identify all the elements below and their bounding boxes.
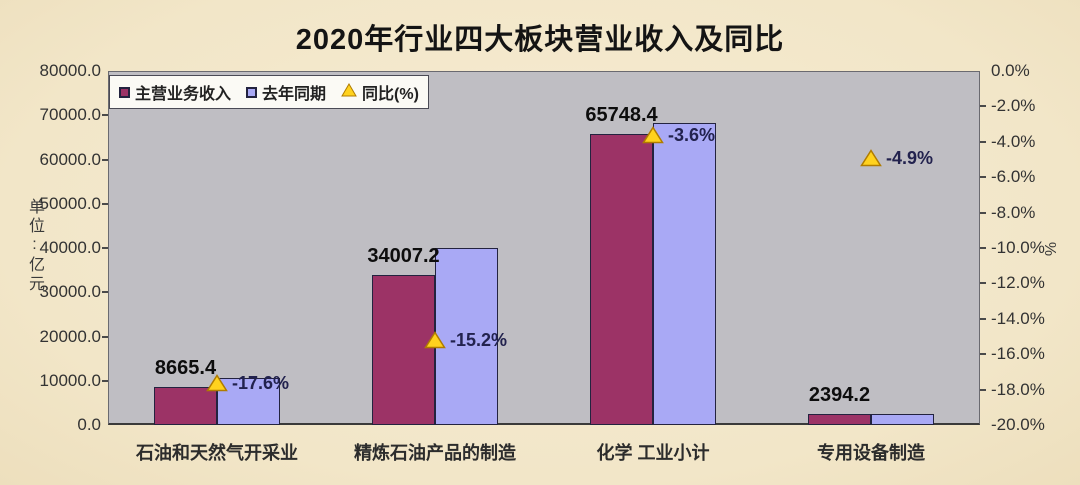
left-axis-tick-label: 40000.0 [39, 238, 101, 257]
yoy-triangle-icon [642, 125, 664, 149]
bar-value-label: 65748.4 [585, 104, 658, 127]
left-tick-mark [102, 335, 108, 338]
bar-last-year [217, 378, 280, 425]
left-axis-tick-label: 20000.0 [39, 326, 101, 346]
legend-label: 去年同期 [262, 86, 327, 103]
left-tick-mark [102, 202, 108, 205]
legend-square-icon [119, 86, 130, 98]
left-axis-tick-label: 10000.0 [39, 370, 101, 390]
legend-item: 去年同期 [246, 80, 326, 104]
category-label: 石油和天然气开采业 [136, 443, 298, 463]
left-axis-tick-label: 0.0 [77, 415, 101, 434]
yoy-value-label: -17.6% [232, 372, 290, 393]
bar-value-label: 2394.2 [808, 384, 871, 407]
right-axis-tick-label: -8.0% [991, 202, 1036, 222]
bar-revenue [372, 274, 435, 425]
right-axis-tick-label: -20.0% [991, 415, 1045, 434]
right-axis-tick-label: -4.0% [991, 131, 1036, 151]
left-tick-mark [102, 114, 108, 117]
bar-value-label: 8665.4 [154, 356, 217, 379]
left-axis-tick-label: 30000.0 [39, 282, 101, 302]
category-label: 化学 工业小计 [596, 443, 710, 463]
yoy-triangle-icon [860, 148, 882, 172]
right-axis-tick-label: -12.0% [991, 273, 1045, 293]
right-tick-mark [980, 282, 986, 285]
yoy-value-label: -3.6% [668, 124, 716, 145]
right-axis-tick-label: -6.0% [991, 167, 1036, 187]
bar-last-year [653, 123, 716, 425]
right-tick-mark [980, 353, 986, 356]
left-axis-tick-label: 50000.0 [39, 193, 101, 213]
legend: 主营业务收入 去年同期 同比(%) [109, 75, 429, 109]
legend-item: 同比(%) [341, 80, 419, 104]
bar-revenue [154, 386, 217, 425]
right-axis-tick-label: -18.0% [991, 379, 1045, 399]
bar-revenue [590, 134, 653, 425]
legend-item: 主营业务收入 [119, 80, 231, 104]
legend-label: 同比(%) [362, 86, 419, 103]
left-axis-tick-label: 80000.0 [39, 61, 101, 80]
legend-triangle-icon [341, 82, 357, 102]
left-axis-tick-label: 70000.0 [39, 105, 101, 125]
category-label: 精炼石油产品的制造 [354, 443, 516, 463]
chart-title: 2020年行业四大板块营业收入及同比 [295, 24, 785, 56]
right-tick-mark [980, 176, 986, 179]
plot-area [108, 71, 980, 425]
yoy-triangle-icon [424, 331, 446, 354]
legend-label: 主营业务收入 [135, 86, 232, 103]
category-label: 专用设备制造 [817, 443, 925, 463]
left-axis-tick-label: 60000.0 [39, 149, 101, 169]
right-axis-tick-label: -10.0% [991, 238, 1045, 257]
yoy-value-label: -4.9% [886, 147, 934, 168]
left-tick-mark [102, 379, 108, 382]
left-tick-mark [102, 158, 108, 161]
left-tick-mark [102, 247, 108, 249]
bar-value-label: 34007.2 [367, 244, 440, 267]
right-tick-mark [980, 247, 986, 249]
right-tick-mark [980, 105, 986, 108]
legend-square-icon [246, 86, 258, 98]
right-tick-mark [980, 317, 986, 320]
yoy-value-label: -15.2% [450, 330, 508, 351]
right-tick-mark [980, 140, 986, 143]
right-tick-mark [980, 388, 986, 391]
right-axis-tick-label: -16.0% [991, 344, 1045, 364]
bar-last-year [871, 413, 934, 425]
right-axis-tick-label: 0.0% [991, 61, 1030, 80]
right-tick-mark [980, 211, 986, 214]
yoy-triangle-icon [206, 373, 228, 397]
right-axis-tick-label: -2.0% [991, 96, 1036, 116]
left-tick-mark [102, 291, 108, 294]
bar-revenue [808, 414, 871, 425]
right-axis-tick-label: -14.0% [991, 308, 1045, 328]
left-axis-title: 单位:亿元 [26, 198, 43, 294]
